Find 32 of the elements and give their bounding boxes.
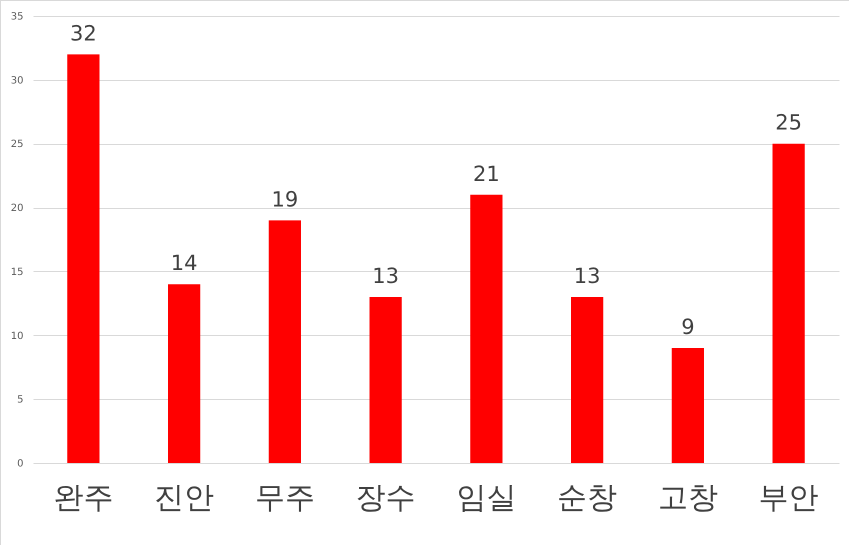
x-tick-label: 장수: [356, 480, 416, 516]
data-label: 19: [272, 187, 298, 212]
x-tick-label: 무주: [254, 480, 315, 516]
y-tick-label: 25: [10, 139, 24, 150]
y-tick-label: 20: [10, 203, 24, 214]
data-label: 9: [681, 315, 695, 340]
y-tick-label: 5: [17, 394, 24, 406]
x-tick-label: 부안: [758, 480, 819, 516]
bar: [168, 284, 200, 463]
y-tick-label: 10: [10, 330, 24, 342]
bar: [370, 296, 402, 463]
x-tick-label: 고창: [658, 480, 718, 516]
data-label: 21: [473, 162, 500, 186]
x-tick-label: 완주: [53, 480, 114, 516]
data-label: 13: [372, 264, 399, 288]
bar: [67, 54, 100, 463]
x-tick-label: 진안: [154, 480, 214, 516]
bar: [470, 194, 502, 463]
x-tick-label: 순창: [557, 480, 618, 516]
data-label: 14: [170, 251, 198, 276]
bar: [571, 296, 604, 463]
y-tick-label: 0: [17, 458, 24, 470]
y-tick-label: 30: [10, 75, 24, 86]
data-label: 25: [775, 110, 802, 135]
data-label: 13: [574, 264, 600, 288]
data-label: 32: [70, 21, 97, 46]
bar: [772, 144, 805, 463]
bar: [672, 348, 704, 463]
y-tick-label: 15: [10, 266, 24, 278]
x-tick-label: 임실: [456, 480, 516, 516]
bar: [268, 220, 301, 463]
y-tick-label: 35: [10, 12, 24, 22]
